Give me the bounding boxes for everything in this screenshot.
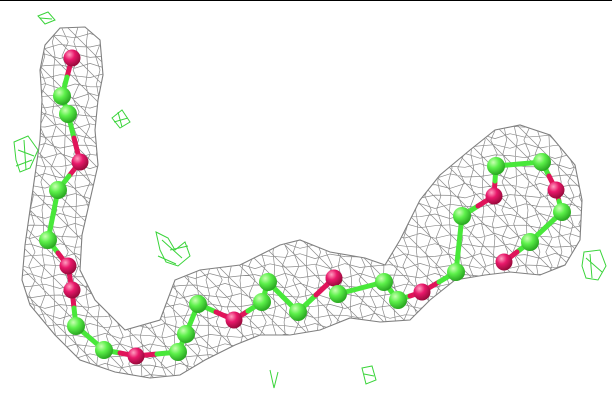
top-border-line [0,0,612,1]
carbon-atom [447,263,465,281]
carbon-atom [259,273,277,291]
carbon-atom [289,303,307,321]
oxygen-atom [127,347,145,365]
carbon-atom [59,105,77,123]
carbon-atom [487,157,505,175]
oxygen-atom [63,49,81,67]
difference-density-blob [581,249,607,281]
carbon-atom [389,291,407,309]
carbon-atom [95,341,113,359]
carbon-atom [39,231,57,249]
oxygen-atom [59,257,77,275]
carbon-atom [169,343,187,361]
oxygen-atom [63,281,81,299]
oxygen-atom [495,253,513,271]
carbon-atom [521,233,539,251]
carbon-atom [453,207,471,225]
difference-density-blob [155,231,191,267]
molecule-atoms [39,49,571,365]
carbon-atom [53,87,71,105]
oxygen-atom [71,153,89,171]
oxygen-atom [225,311,243,329]
oxygen-atom [547,181,565,199]
difference-density-fragments [13,11,607,389]
carbon-atom [533,153,551,171]
oxygen-atom [413,283,431,301]
carbon-atom [67,317,85,335]
carbon-atom [253,293,271,311]
difference-density-blob [361,365,377,385]
carbon-atom [189,295,207,313]
oxygen-atom [485,187,503,205]
difference-density-blob [13,135,39,173]
carbon-atom [329,285,347,303]
difference-density-blob [269,369,279,389]
carbon-atom [553,203,571,221]
oxygen-atom [325,269,343,287]
carbon-atom [177,325,195,343]
difference-density-blob [111,109,131,129]
carbon-atom [49,181,67,199]
carbon-atom [375,273,393,291]
difference-density-blob [37,11,56,25]
